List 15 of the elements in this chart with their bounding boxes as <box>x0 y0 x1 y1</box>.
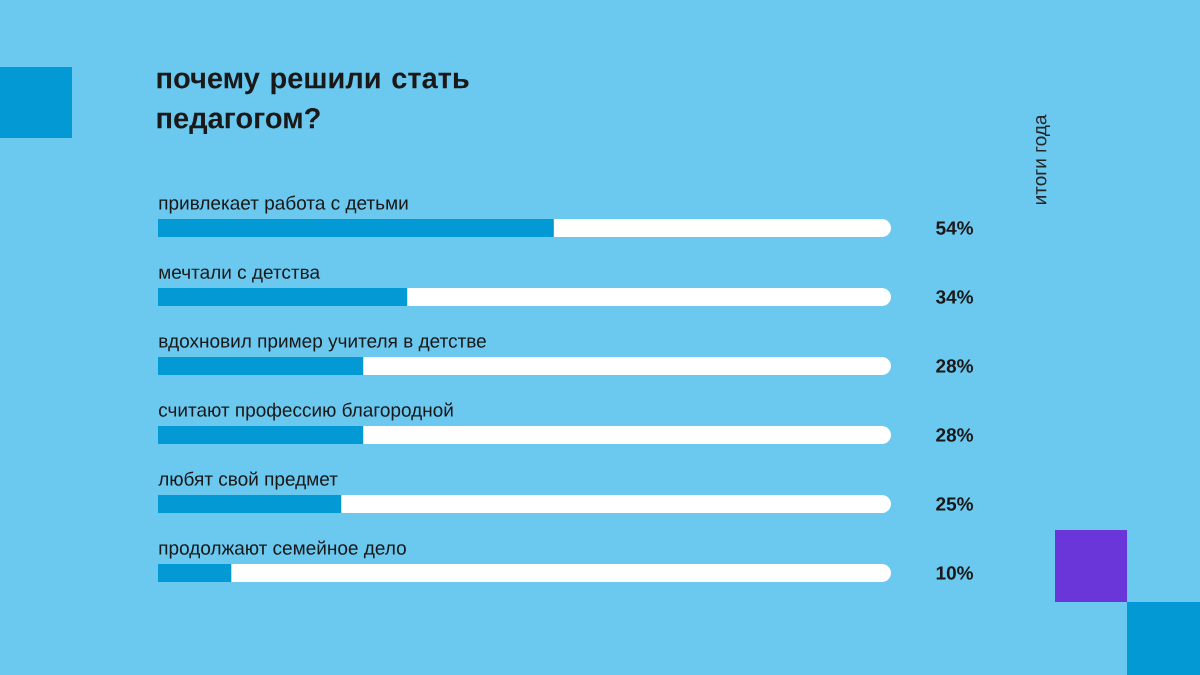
data-label: 28% <box>936 428 974 442</box>
y-tick-label: мечтали с детства <box>159 268 321 283</box>
chart-title: почему решили стать педагогом? <box>157 72 469 134</box>
y-tick-label: продолжают семейное дело <box>159 540 406 559</box>
text: итоги года <box>1036 114 1051 205</box>
y-tick-label: вдохновил пример учителя в детстве <box>159 337 486 352</box>
y-tick-label: привлекает работа с детьми <box>159 195 408 214</box>
data-label: 34% <box>935 290 974 304</box>
data-label: 25% <box>936 497 974 511</box>
bar <box>158 564 232 582</box>
data-label: 28% <box>936 359 974 373</box>
y-tick-label: считают профессию благородной <box>159 402 453 421</box>
data-label: 54% <box>936 221 974 235</box>
data-label: 10% <box>936 566 974 580</box>
y-tick-label: любят свой предмет <box>158 471 338 490</box>
